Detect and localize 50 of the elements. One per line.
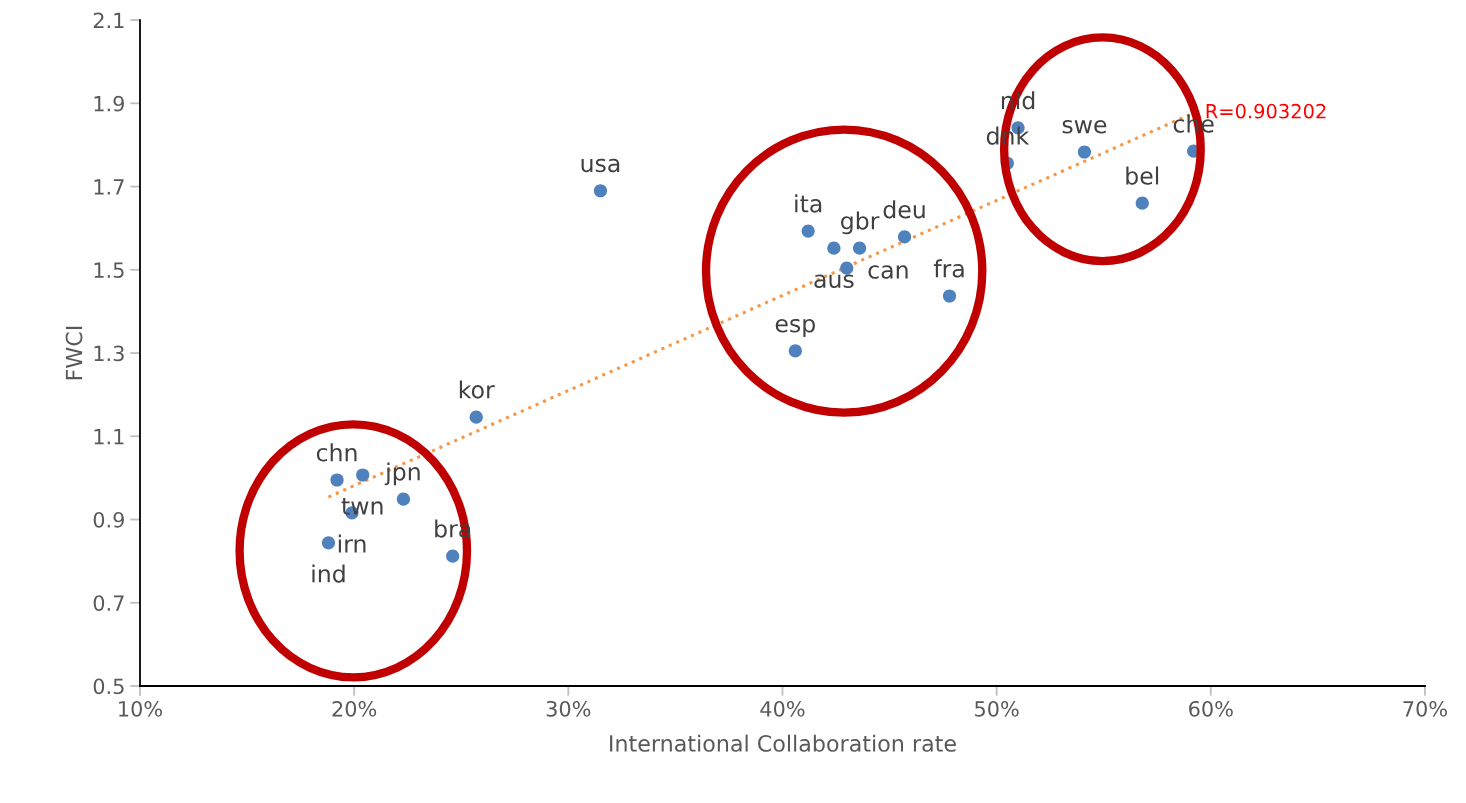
point [330,473,344,487]
data-label: twn [341,497,383,515]
point [356,468,370,482]
data-label: jpn [384,462,420,486]
data-label: esp [775,318,815,338]
point [827,241,841,255]
point [788,344,802,358]
data-label: gbr [841,211,880,235]
data-label: kor [459,380,495,399]
y-tick-label: 0.5 [93,678,124,695]
x-axis-title: International Collaboration rate [610,734,956,752]
data-label: ita [795,194,822,213]
data-label: irn [338,534,366,553]
point [469,410,483,424]
point [321,536,336,550]
data-label: can [868,265,908,279]
data-label: bel [1126,166,1159,185]
y-tick-label: 1.9 [94,95,124,112]
data-label: chn [316,443,357,462]
y-tick-label: 1.3 [94,345,124,362]
y-tick-label: 1.5 [94,262,124,279]
y-tick-label: 0.9 [93,511,124,528]
y-axis-title: FWCI [65,326,83,380]
point [897,230,912,244]
x-tick-label: 40% [760,700,805,717]
point [942,289,957,303]
y-tick-label: 2.1 [93,12,124,28]
data-label: usa [581,158,620,173]
x-tick-label: 20% [332,700,377,717]
point [593,184,608,198]
point [801,224,815,238]
x-tick-label: 60% [1189,700,1233,717]
data-label: ind [312,564,345,583]
x-tick-label: 50% [975,700,1019,717]
point [396,492,411,506]
point [840,261,854,275]
data-label: swe [1062,119,1107,134]
data-label: aus [814,274,854,289]
x-tick-label: 30% [546,700,591,717]
point [852,241,867,255]
y-tick-label: 1.1 [94,429,124,445]
data-label: fra [933,259,964,278]
point [1135,196,1149,210]
y-tick-label: 1.7 [94,179,124,195]
y-tick-label: 0.7 [93,595,124,611]
point [1077,145,1092,159]
x-tick-label: 70% [1403,700,1447,717]
data-label: deu [883,200,925,219]
x-tick-label: 10% [119,700,163,717]
point [446,549,460,563]
